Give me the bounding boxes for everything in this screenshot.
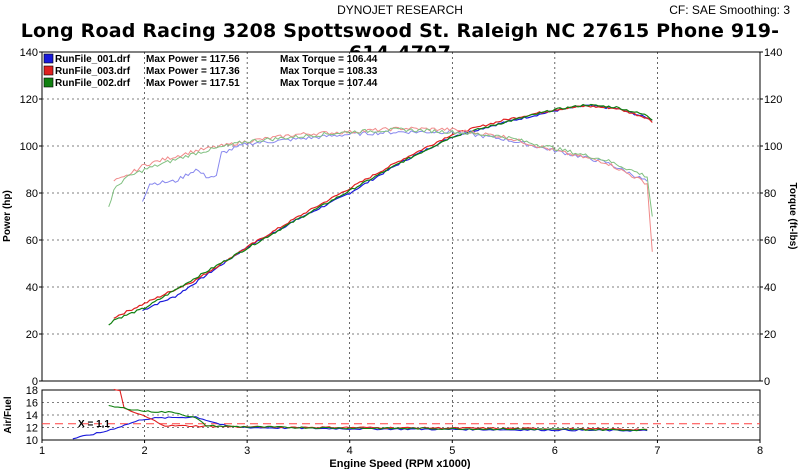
y-tick-label-power: 140 (20, 47, 38, 59)
legend-swatch (43, 65, 54, 76)
y-tick-label-torque: 40 (764, 282, 776, 294)
y-tick-label-torque: 140 (764, 47, 782, 59)
x-tick-label: 5 (449, 445, 455, 457)
correction-factor-label: CF: SAE Smoothing: 3 (669, 3, 790, 17)
airfuel-plot-grid: X = 1.1 (42, 390, 760, 440)
af-reference-label: X = 1.1 (78, 419, 110, 430)
x-tick-label: 7 (654, 445, 660, 457)
y-tick-label-power: 40 (26, 282, 38, 294)
y-tick-label-torque: 0 (764, 376, 770, 388)
x-tick-label: 4 (347, 445, 353, 457)
power-plot-ticks: 0 0 20 20 40 40 60 60 80 80 100 100 120 120 140 140 (20, 47, 783, 388)
af-y-tick-label: 18 (26, 385, 38, 397)
x-tick-label: 3 (244, 445, 250, 457)
x-tick-label: 8 (757, 445, 763, 457)
af-y-tick-label: 16 (26, 398, 38, 410)
company-header: DYNOJET RESEARCH (337, 3, 463, 17)
x-tick-label: 2 (142, 445, 148, 457)
af-series-line (108, 404, 648, 432)
legend-max-torque: Max Torque = 106.44 (280, 54, 378, 65)
legend-max-power: Max Power = 117.56 (146, 54, 240, 65)
legend-file: RunFile_001.drf (55, 54, 131, 65)
airfuel-plot-series (72, 388, 648, 440)
legend-file: RunFile_002.drf (55, 78, 131, 89)
legend-max-torque: Max Torque = 108.33 (280, 66, 378, 77)
y-tick-label-torque: 20 (764, 329, 776, 341)
y-axis-label-torque: Torque (ft-lbs) (787, 182, 798, 249)
legend-max-torque: Max Torque = 107.44 (280, 78, 378, 89)
y-tick-label-power: 120 (20, 94, 38, 106)
af-series-line (72, 416, 648, 440)
legend-swatch (43, 77, 54, 88)
y-tick-label-power: 80 (26, 188, 38, 200)
legend-max-power: Max Power = 117.36 (146, 66, 240, 77)
y-tick-label-torque: 120 (764, 94, 782, 106)
legend-file: RunFile_003.drf (55, 66, 131, 77)
y-tick-label-power: 60 (26, 235, 38, 247)
legend: RunFile_001.drf Max Power = 117.56 Max Tor… (43, 53, 378, 89)
y-tick-label-power: 20 (26, 329, 38, 341)
af-y-tick-label: 14 (26, 410, 38, 422)
af-y-tick-label: 10 (26, 435, 38, 447)
x-axis-label: Engine Speed (RPM x1000) (329, 458, 471, 469)
legend-max-power: Max Power = 117.51 (146, 78, 240, 89)
power-plot-frame (41, 51, 761, 382)
y-tick-label-power: 100 (20, 141, 38, 153)
x-tick-label: 1 (39, 445, 45, 457)
y-tick-label-torque: 60 (764, 235, 776, 247)
af-y-tick-label: 12 (26, 423, 38, 435)
y-axis-label-power: Power (hp) (2, 190, 13, 242)
x-axis-ticks: 1 2 3 4 5 6 7 8 (39, 440, 763, 457)
y-tick-label-torque: 80 (764, 188, 776, 200)
y-axis-label-airfuel: Air/Fuel (3, 396, 14, 433)
x-tick-label: 6 (552, 445, 558, 457)
series-line-torque (108, 127, 653, 217)
power-plot-series (108, 103, 653, 326)
series-line-torque (142, 129, 648, 202)
y-tick-label-torque: 100 (764, 141, 782, 153)
y-tick-label-power: 0 (32, 376, 38, 388)
series-line-power (108, 103, 653, 326)
legend-swatch (43, 53, 54, 64)
